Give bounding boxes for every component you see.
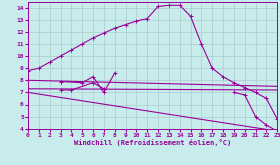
X-axis label: Windchill (Refroidissement éolien,°C): Windchill (Refroidissement éolien,°C) (74, 139, 231, 146)
